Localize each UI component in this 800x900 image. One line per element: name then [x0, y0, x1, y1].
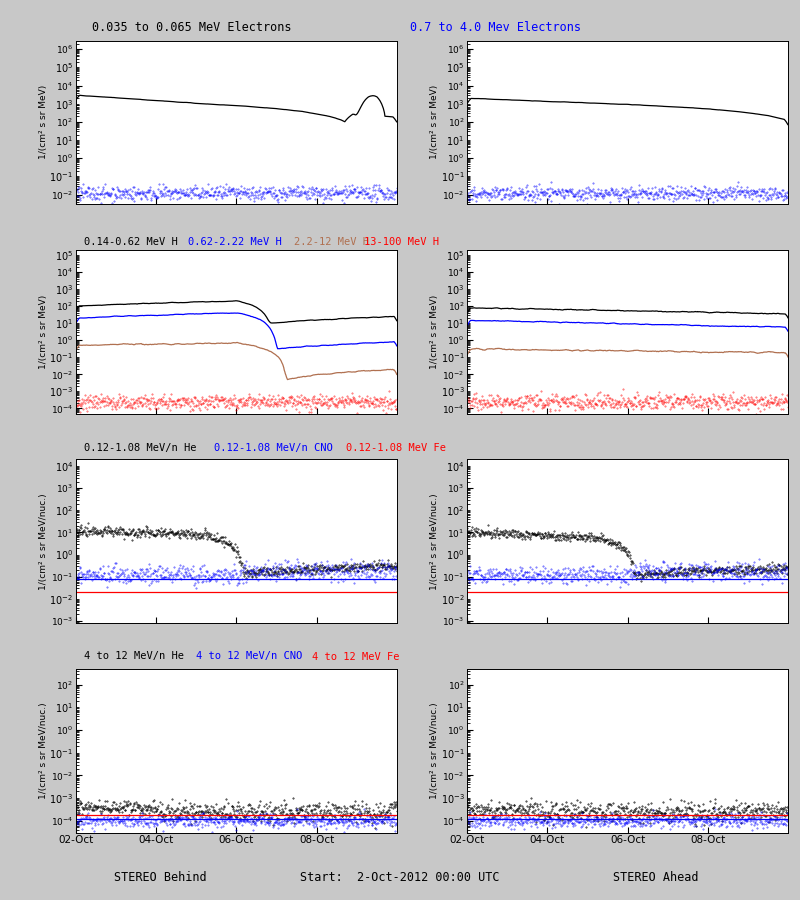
- Text: 0.7 to 4.0 Mev Electrons: 0.7 to 4.0 Mev Electrons: [410, 22, 582, 34]
- Text: STEREO Behind: STEREO Behind: [114, 871, 206, 884]
- Text: 2.2-12 MeV H: 2.2-12 MeV H: [294, 237, 369, 247]
- Y-axis label: 1/(cm² s sr MeV): 1/(cm² s sr MeV): [39, 294, 48, 369]
- Text: 0.12-1.08 MeV Fe: 0.12-1.08 MeV Fe: [346, 443, 446, 453]
- Y-axis label: 1/(cm² s sr MeV/nuc.​): 1/(cm² s sr MeV/nuc.​): [39, 493, 48, 590]
- Y-axis label: 1/(cm² s sr MeV/nuc.​): 1/(cm² s sr MeV/nuc.​): [39, 702, 48, 799]
- Y-axis label: 1/(cm² s sr MeV/nuc.​): 1/(cm² s sr MeV/nuc.​): [430, 702, 439, 799]
- Text: 0.14-0.62 MeV H: 0.14-0.62 MeV H: [84, 237, 178, 247]
- Y-axis label: 1/(cm² s sr MeV): 1/(cm² s sr MeV): [39, 86, 48, 159]
- Text: 0.12-1.08 MeV/n He: 0.12-1.08 MeV/n He: [84, 443, 197, 453]
- Text: 0.035 to 0.065 MeV Electrons: 0.035 to 0.065 MeV Electrons: [92, 22, 292, 34]
- Text: 4 to 12 MeV/n He: 4 to 12 MeV/n He: [84, 652, 184, 662]
- Y-axis label: 1/(cm² s sr MeV/nuc.​): 1/(cm² s sr MeV/nuc.​): [430, 493, 439, 590]
- Text: Start:  2-Oct-2012 00:00 UTC: Start: 2-Oct-2012 00:00 UTC: [300, 871, 500, 884]
- Text: 13-100 MeV H: 13-100 MeV H: [364, 237, 439, 247]
- Text: 4 to 12 MeV/n CNO: 4 to 12 MeV/n CNO: [196, 652, 302, 662]
- Y-axis label: 1/(cm² s sr MeV): 1/(cm² s sr MeV): [430, 294, 439, 369]
- Text: 0.62-2.22 MeV H: 0.62-2.22 MeV H: [188, 237, 282, 247]
- Text: 0.12-1.08 MeV/n CNO: 0.12-1.08 MeV/n CNO: [214, 443, 333, 453]
- Text: STEREO Ahead: STEREO Ahead: [614, 871, 698, 884]
- Y-axis label: 1/(cm² s sr MeV): 1/(cm² s sr MeV): [430, 86, 439, 159]
- Text: 4 to 12 MeV Fe: 4 to 12 MeV Fe: [312, 652, 399, 662]
